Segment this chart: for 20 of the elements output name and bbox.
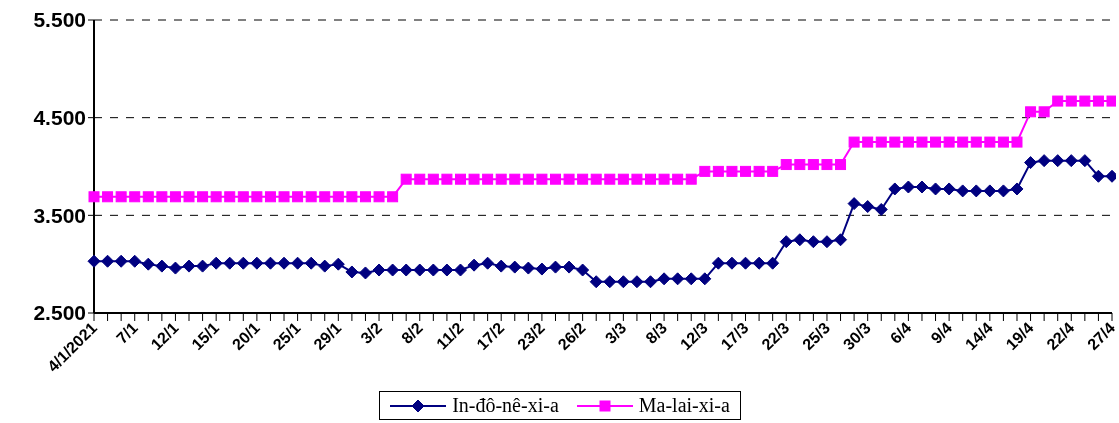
x-tick-label: 15/1 — [188, 319, 223, 354]
x-tick-label: 12/3 — [676, 319, 711, 354]
legend-label: In-đô-nê-xi-a — [452, 394, 559, 417]
x-tick-label: 3/2 — [357, 319, 386, 347]
y-tick-label: 5.500 — [33, 8, 86, 32]
x-tick-label: 8/3 — [642, 319, 671, 347]
x-tick-label: 8/2 — [398, 319, 426, 347]
x-tick-label: 9/4 — [927, 319, 956, 347]
x-tick-label: 6/4 — [886, 319, 915, 347]
x-tick-label: 17/2 — [473, 319, 508, 354]
y-tick-label: 3.500 — [33, 203, 86, 227]
x-tick-label: 30/3 — [839, 319, 874, 354]
legend-label: Ma-lai-xi-a — [638, 394, 730, 417]
x-tick-label: 12/1 — [147, 319, 182, 354]
x-tick-label: 17/3 — [717, 319, 752, 354]
x-tick-label: 7/1 — [113, 319, 141, 347]
x-tick-label: 3/3 — [601, 319, 630, 347]
x-tick-label: 11/2 — [433, 319, 467, 353]
y-tick-label: 4.500 — [33, 106, 86, 130]
y-tick-label: 2.500 — [33, 301, 86, 325]
